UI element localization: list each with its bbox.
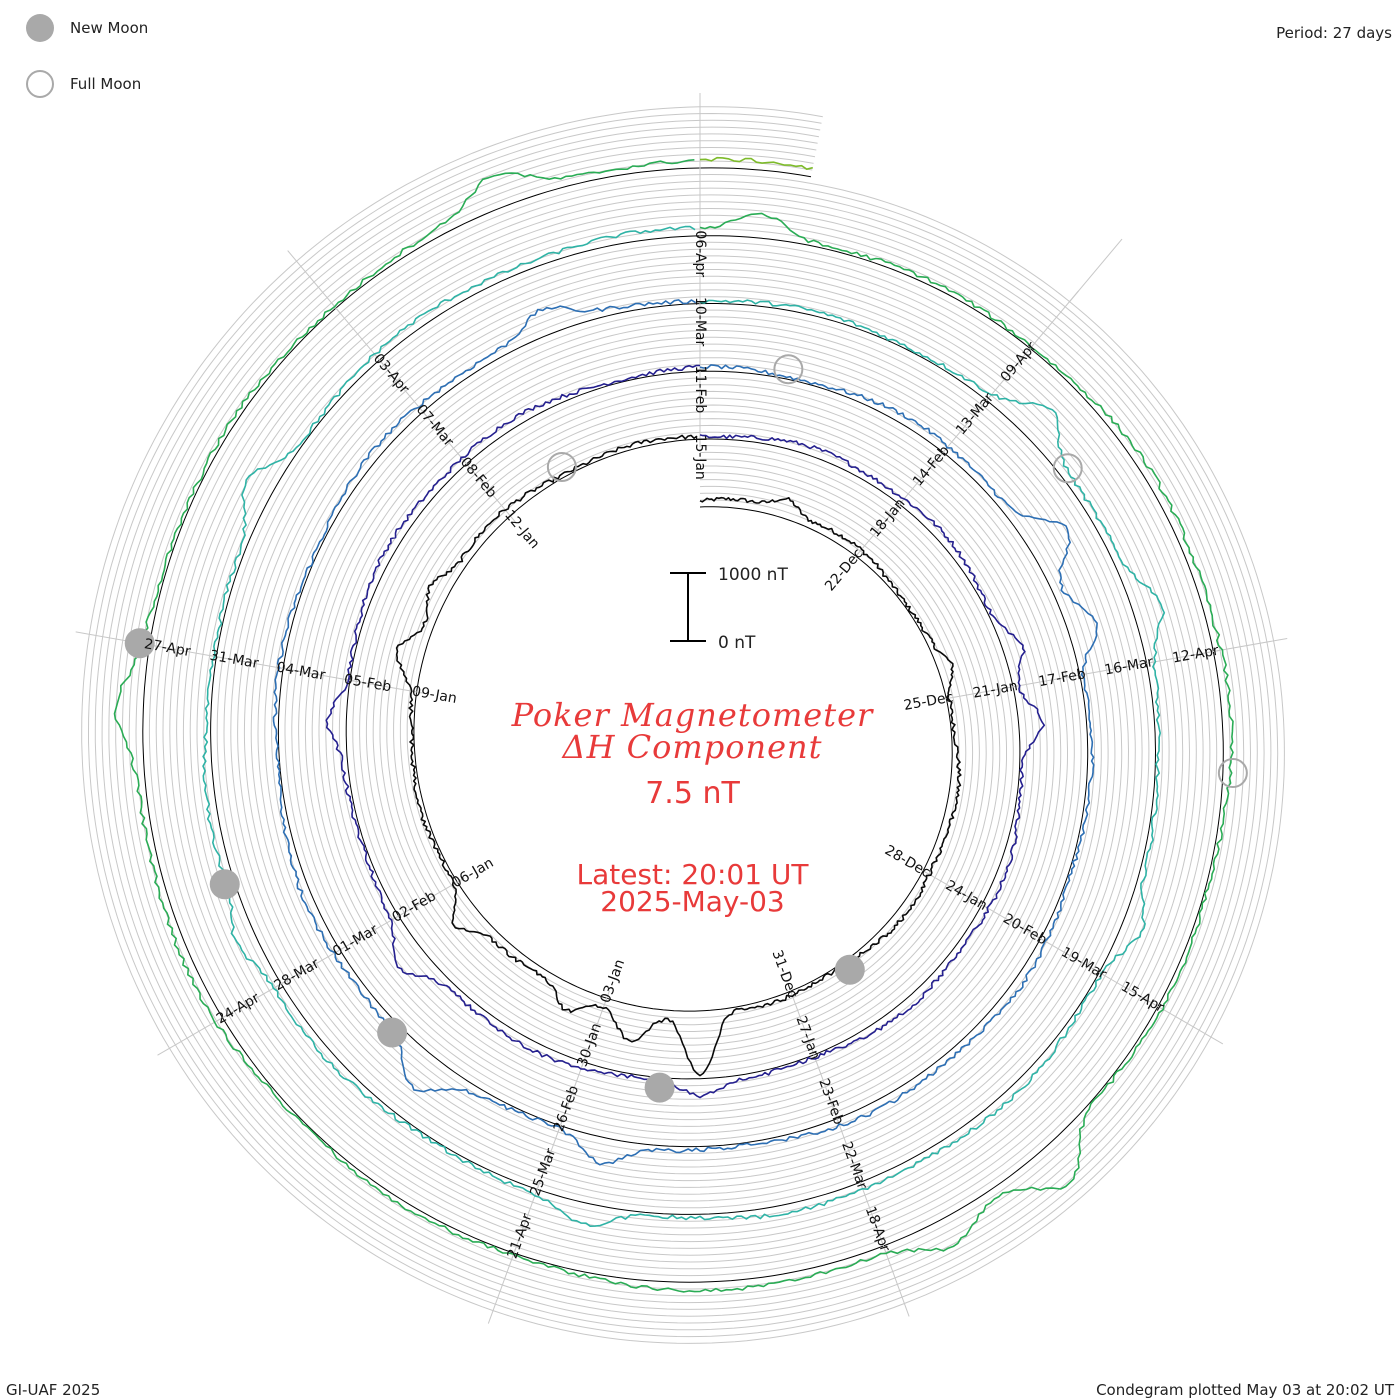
legend-new-moon: New Moon — [26, 14, 148, 42]
new-moon-marker — [377, 1017, 408, 1048]
legend-full-moon: Full Moon — [26, 70, 141, 98]
full-moon-marker — [546, 451, 577, 482]
date-label: 09-Jan — [411, 683, 458, 707]
day-spoke — [157, 1013, 230, 1056]
trace-cycle-3 — [272, 299, 1098, 1166]
date-label: 21-Apr — [505, 1211, 536, 1261]
chart-title: Poker Magnetometer — [511, 696, 874, 734]
period-label: Period: 27 days — [1276, 24, 1392, 42]
date-label: 12-Apr — [1171, 643, 1220, 667]
trace-cycle-2 — [325, 364, 1046, 1099]
new-moon-marker — [834, 954, 865, 985]
scale-bar: 1000 nT 0 nT — [670, 565, 788, 653]
day-spoke — [487, 1245, 518, 1324]
date-label: 25-Mar — [527, 1146, 559, 1198]
grid-spiral — [128, 153, 1238, 1297]
trace-cycle-6 — [699, 156, 813, 170]
date-label: 15-Jan — [692, 435, 708, 480]
component-value: 7.5 nT — [645, 776, 740, 811]
date-label: 04-Mar — [275, 659, 327, 683]
date-label: 17-Feb — [1037, 666, 1087, 690]
date-label: 01-Mar — [330, 922, 381, 961]
date-label: 26-Feb — [551, 1083, 582, 1133]
latest-date: 2025-May-03 — [600, 885, 785, 918]
date-label: 06-Apr — [692, 230, 708, 277]
chart-subtitle: ΔH Component — [562, 728, 823, 766]
date-label: 11-Feb — [692, 366, 708, 414]
date-label: 22-Dec — [822, 546, 866, 595]
date-label: 28-Mar — [271, 955, 322, 994]
credit-label: GI-UAF 2025 — [6, 1381, 101, 1399]
date-label: 24-Apr — [214, 990, 263, 1027]
grid-spiral — [108, 133, 1258, 1317]
scale-bottom-label: 0 nT — [718, 633, 756, 653]
baseline-spiral — [142, 167, 1224, 1283]
date-label: 30-Jan — [574, 1021, 605, 1069]
grid-spiral — [81, 106, 1285, 1344]
scale-top-label: 1000 nT — [718, 565, 788, 585]
day-spoke — [880, 1238, 910, 1317]
full-moon-icon — [26, 70, 54, 98]
trace-layer — [113, 156, 1234, 1293]
day-spoke — [287, 250, 342, 315]
full-moon-marker — [1052, 453, 1083, 484]
legend-full-moon-label: Full Moon — [70, 75, 142, 93]
date-label: 03-Jan — [598, 957, 629, 1005]
plotted-label: Condegram plotted May 03 at 20:02 UT — [1096, 1381, 1394, 1399]
day-spoke — [1068, 238, 1123, 303]
trace-cycle-5 — [113, 159, 1234, 1293]
date-label: 31-Mar — [208, 648, 260, 672]
day-spoke — [1205, 637, 1288, 654]
trace-cycle-1 — [395, 434, 962, 1077]
new-moon-marker — [124, 628, 155, 659]
new-moon-marker — [209, 869, 240, 900]
new-moon-icon — [26, 14, 54, 42]
full-moon-marker — [1217, 758, 1248, 789]
grid-spiral — [121, 146, 1245, 1304]
full-moon-marker — [773, 354, 804, 385]
grid-spiral — [88, 112, 1279, 1338]
latest-time: Latest: 20:01 UT — [576, 858, 809, 891]
date-label: 12-Jan — [501, 507, 542, 552]
date-label: 15-Apr — [1118, 979, 1167, 1016]
legend-new-moon-label: New Moon — [70, 19, 149, 37]
grid-spiral — [94, 119, 1272, 1331]
grid-spiral — [101, 126, 1265, 1324]
date-label: 08-Feb — [457, 454, 500, 501]
moon-layer — [124, 354, 1248, 1103]
new-moon-marker — [644, 1072, 675, 1103]
grid-spiral — [115, 140, 1252, 1310]
date-label: 10-Mar — [692, 297, 708, 347]
grid-layer — [75, 93, 1288, 1344]
date-label: 31-Dec — [768, 948, 800, 1000]
date-label: 21-Jan — [972, 678, 1019, 702]
trace-cycle-4 — [202, 225, 1166, 1227]
